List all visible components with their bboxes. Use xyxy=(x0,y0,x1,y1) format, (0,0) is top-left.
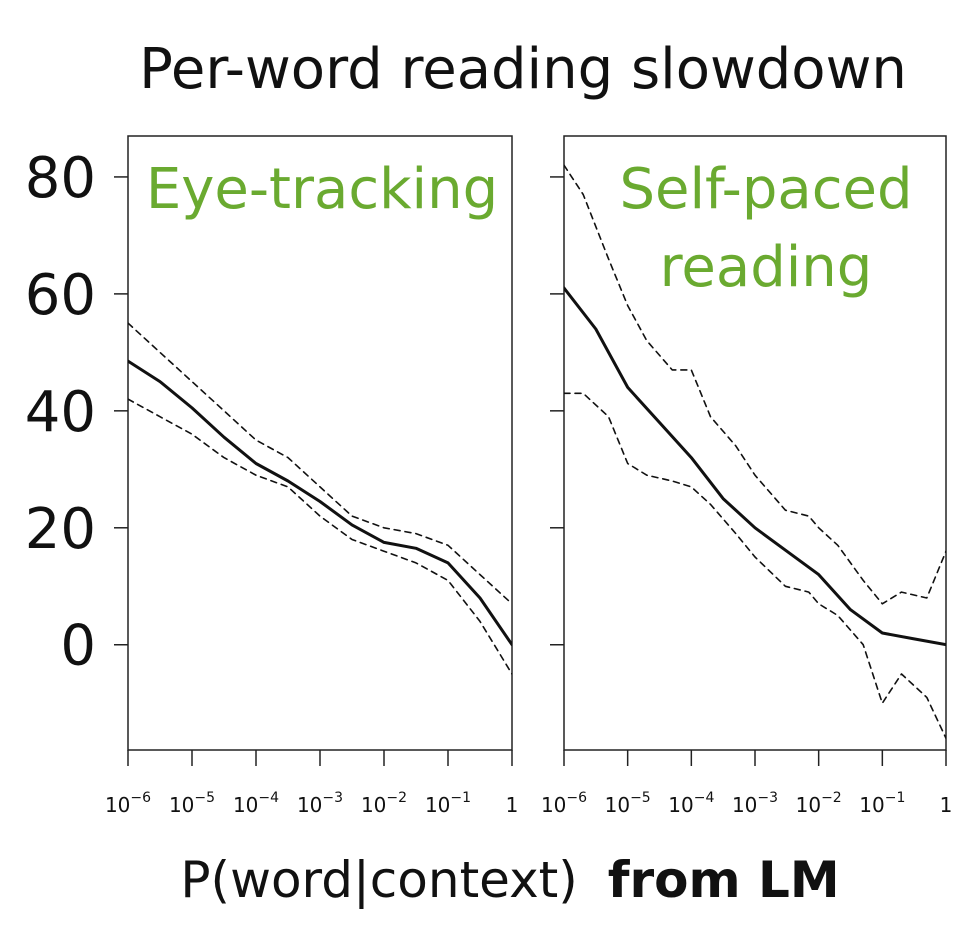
x-tick-label: 1 xyxy=(506,793,519,817)
chart-panel-2: 10−6 10−5 10−4 10−3 10−2 10−1 1 Self-paced readi… xyxy=(541,135,953,817)
x-axis-label-plain: P(word|context) xyxy=(180,851,577,909)
series-line-estimate xyxy=(128,359,512,647)
x-tick-label: 10−1 xyxy=(859,790,905,817)
x-tick-label: 1 xyxy=(940,793,953,817)
series-line-estimate xyxy=(564,286,946,647)
panel-label: Self-paced xyxy=(619,157,912,222)
panels: 0 20 40 60 80 10−6 10−5 10−4 10−3 10−2 10−1 1 Eye-tr… xyxy=(25,135,953,817)
plot-frame xyxy=(563,135,947,751)
panel-label: reading xyxy=(660,235,873,300)
x-tick-label: 10−2 xyxy=(361,790,407,817)
x-tick-label: 10−2 xyxy=(796,790,842,817)
x-tick-label: 10−3 xyxy=(297,790,343,817)
x-tick-label: 10−5 xyxy=(605,790,651,817)
x-tick-label: 10−4 xyxy=(668,790,714,817)
chart-title: Per-word reading slowdown xyxy=(139,37,907,102)
x-axis-label: P(word|context) from LM xyxy=(180,851,839,909)
chart-panel-1: 0 20 40 60 80 10−6 10−5 10−4 10−3 10−2 10−1 1 Eye-tr… xyxy=(25,135,519,817)
x-axis-label-bold: from LM xyxy=(608,851,840,909)
y-tick-label: 40 xyxy=(25,380,96,445)
x-tick-label: 10−6 xyxy=(541,790,587,817)
x-tick-label: 10−5 xyxy=(169,790,215,817)
x-tick-label: 10−4 xyxy=(233,790,279,817)
series-line-upper xyxy=(564,164,946,605)
x-tick-label: 10−1 xyxy=(425,790,471,817)
x-tick-label: 10−3 xyxy=(732,790,778,817)
series-line-upper xyxy=(128,322,512,605)
panel-label: Eye-tracking xyxy=(146,157,498,222)
y-tick-label: 80 xyxy=(25,146,96,211)
series-line-lower xyxy=(128,398,512,675)
y-tick-label: 0 xyxy=(60,614,96,679)
series-line-lower xyxy=(564,392,946,740)
y-tick-label: 20 xyxy=(25,497,96,562)
x-tick-label: 10−6 xyxy=(105,790,151,817)
y-tick-label: 60 xyxy=(25,263,96,328)
plot-frame xyxy=(127,135,513,751)
